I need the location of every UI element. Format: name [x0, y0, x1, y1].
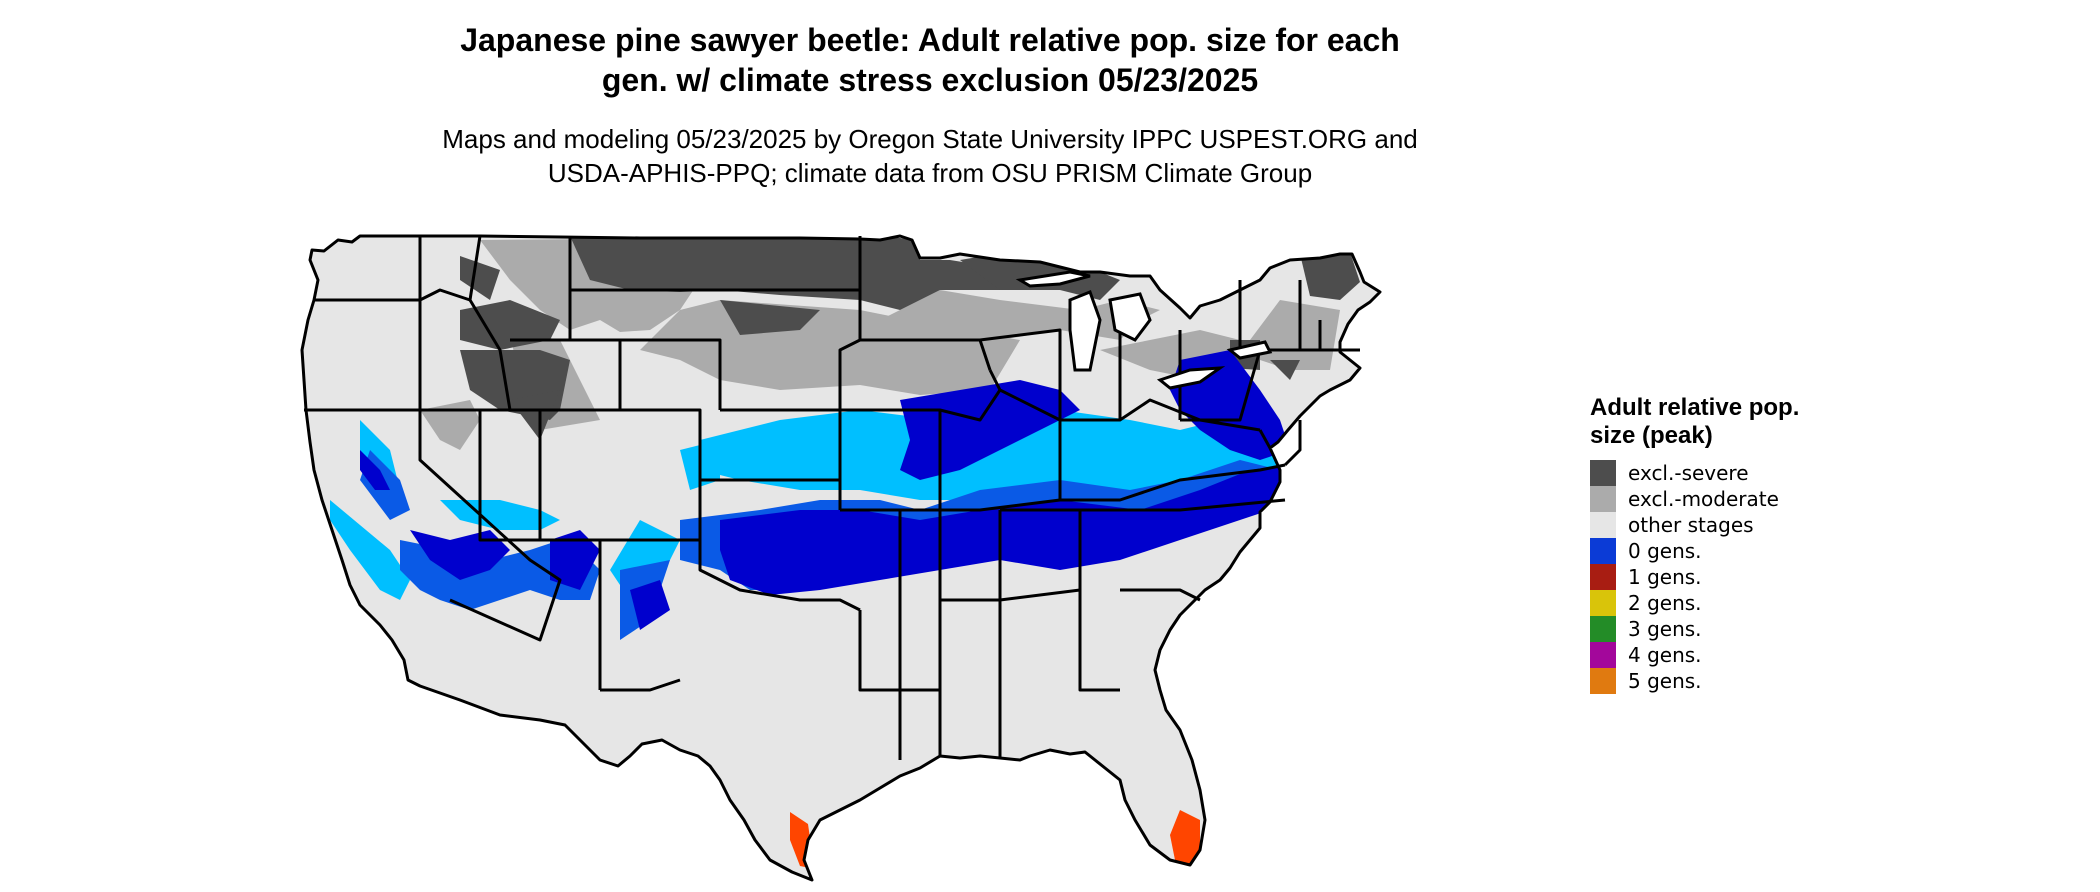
legend-label: 0 gens. [1628, 539, 1702, 563]
legend-item: 1 gens. [1590, 564, 1830, 590]
legend-label: 1 gens. [1628, 565, 1702, 589]
legend-swatch [1590, 668, 1616, 694]
state-borders [300, 234, 1382, 882]
subtitle-line-1: Maps and modeling 05/23/2025 by Oregon S… [442, 124, 1418, 154]
legend-item: 4 gens. [1590, 642, 1830, 668]
map-subtitle: Maps and modeling 05/23/2025 by Oregon S… [300, 122, 1560, 190]
legend-swatch [1590, 642, 1616, 668]
legend-label: 2 gens. [1628, 591, 1702, 615]
legend-item: 2 gens. [1590, 590, 1830, 616]
legend-label: excl.-moderate [1628, 487, 1779, 511]
legend-title: Adult relative pop. size (peak) [1590, 394, 1800, 449]
legend-swatch [1590, 538, 1616, 564]
us-map [300, 234, 1382, 882]
legend-swatch [1590, 460, 1616, 486]
title-line-2: gen. w/ climate stress exclusion 05/23/2… [601, 62, 1259, 98]
legend-list: excl.-severe excl.-moderate other stages 0 … [1590, 460, 1830, 694]
legend-swatch [1590, 564, 1616, 590]
legend-swatch [1590, 616, 1616, 642]
legend-label: 4 gens. [1628, 643, 1702, 667]
legend-label: 3 gens. [1628, 617, 1702, 641]
legend-swatch [1590, 590, 1616, 616]
map-legend: Adult relative pop. size (peak) excl.-se… [1590, 394, 1830, 694]
legend-swatch [1590, 486, 1616, 512]
excl-severe-zones [460, 236, 1360, 440]
legend-swatch [1590, 512, 1616, 538]
legend-item: 0 gens. [1590, 538, 1830, 564]
great-lakes [1015, 270, 1273, 390]
legend-item: 3 gens. [1590, 616, 1830, 642]
title-line-1: Japanese pine sawyer beetle: Adult relat… [460, 22, 1400, 58]
legend-label: other stages [1628, 513, 1754, 537]
legend-item: excl.-severe [1590, 460, 1830, 486]
subtitle-line-2: USDA-APHIS-PPQ; climate data from OSU PR… [547, 158, 1313, 188]
legend-label: 5 gens. [1628, 669, 1702, 693]
legend-item: excl.-moderate [1590, 486, 1830, 512]
legend-item: other stages [1590, 512, 1830, 538]
map-title: Japanese pine sawyer beetle: Adult relat… [300, 20, 1560, 100]
legend-item: 5 gens. [1590, 668, 1830, 694]
legend-label: excl.-severe [1628, 461, 1749, 485]
